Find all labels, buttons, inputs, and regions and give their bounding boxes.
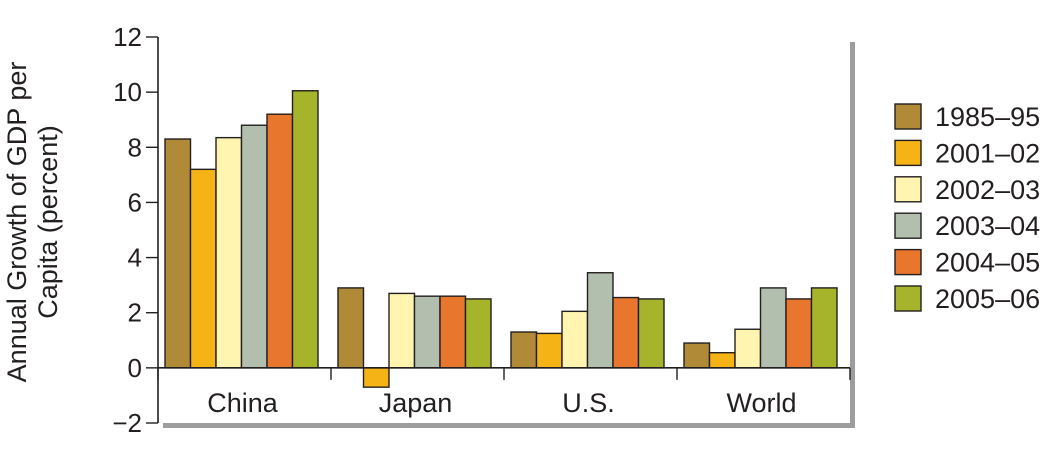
bar-us-5	[637, 298, 665, 369]
y-tick-label: 6	[128, 187, 142, 217]
bar-china-4	[266, 113, 294, 369]
y-axis-ticks: 12 10 8 6 4 2 0 −2	[112, 22, 158, 438]
x-category-label: Japan	[379, 388, 453, 418]
y-tick-label: 0	[128, 353, 142, 383]
y-tick-label: 10	[113, 77, 142, 107]
y-tick-label: 4	[128, 243, 142, 273]
legend-swatch	[894, 176, 922, 203]
legend-swatch	[894, 248, 922, 276]
bar-world-0	[683, 342, 711, 369]
bar-world-2	[734, 328, 762, 369]
legend-label: 2002–03	[935, 175, 1040, 205]
bar-china-0	[164, 138, 192, 369]
bar-us-1	[535, 332, 563, 369]
y-tick-label: 2	[128, 298, 142, 328]
bar-japan-4	[439, 295, 467, 369]
y-tick-label: −2	[112, 408, 142, 438]
y-tick-label: 12	[113, 22, 142, 52]
legend-label: 2003–04	[935, 211, 1040, 241]
bar-world-3	[759, 287, 787, 369]
legend-swatch	[894, 139, 922, 167]
legend-swatch	[894, 285, 922, 312]
bar-japan-0	[337, 287, 365, 369]
bar-china-3	[240, 124, 268, 369]
x-category-label: World	[726, 388, 796, 418]
bar-china-2	[215, 136, 243, 369]
y-axis-title-line-2: Capita (percent)	[33, 125, 63, 319]
legend-label: 2005–06	[935, 284, 1040, 314]
legend-label: 1985–95	[935, 102, 1040, 132]
bar-japan-2	[388, 292, 416, 369]
bar-japan-5	[464, 298, 492, 369]
bar-us-2	[561, 310, 589, 369]
bar-world-1	[708, 351, 736, 369]
bar-us-0	[510, 331, 538, 369]
bars	[164, 90, 838, 388]
legend-swatch	[894, 212, 922, 239]
bar-us-3	[586, 272, 614, 369]
x-category-label: China	[207, 388, 279, 418]
bar-world-4	[785, 298, 813, 369]
y-axis-title: Annual Growth of GDP per Capita (percent…	[2, 62, 63, 383]
legend: 1985–95 2001–02 2002–03 2003–04 2004–05 2005–…	[894, 102, 1040, 314]
y-axis-title-line-1: Annual Growth of GDP per	[2, 62, 32, 383]
y-tick-label: 8	[128, 132, 142, 162]
axes	[157, 37, 851, 423]
x-axis-categories: China Japan U.S. World	[207, 388, 796, 418]
legend-swatch	[894, 103, 922, 130]
bar-world-5	[810, 287, 838, 369]
legend-label: 2004–05	[935, 248, 1040, 278]
bar-us-4	[612, 296, 640, 369]
bar-china-1	[189, 168, 217, 369]
bar-china-5	[291, 90, 319, 369]
bar-japan-3	[413, 295, 441, 369]
legend-label: 2001–02	[935, 138, 1040, 168]
x-category-label: U.S.	[562, 388, 615, 418]
bar-japan-1	[362, 367, 390, 388]
